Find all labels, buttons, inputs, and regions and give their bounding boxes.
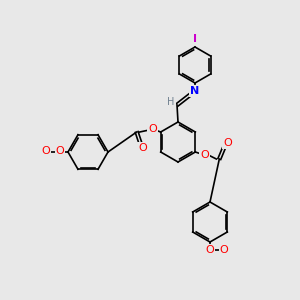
Text: O: O bbox=[206, 245, 214, 255]
Text: O: O bbox=[56, 146, 64, 156]
Text: O: O bbox=[223, 138, 232, 148]
Text: N: N bbox=[190, 86, 200, 96]
Text: H: H bbox=[167, 97, 175, 107]
Text: I: I bbox=[193, 34, 197, 44]
Text: O: O bbox=[138, 143, 147, 153]
Text: O: O bbox=[200, 150, 209, 160]
Text: O: O bbox=[42, 146, 50, 156]
Text: O: O bbox=[220, 245, 228, 255]
Text: O: O bbox=[148, 124, 157, 134]
